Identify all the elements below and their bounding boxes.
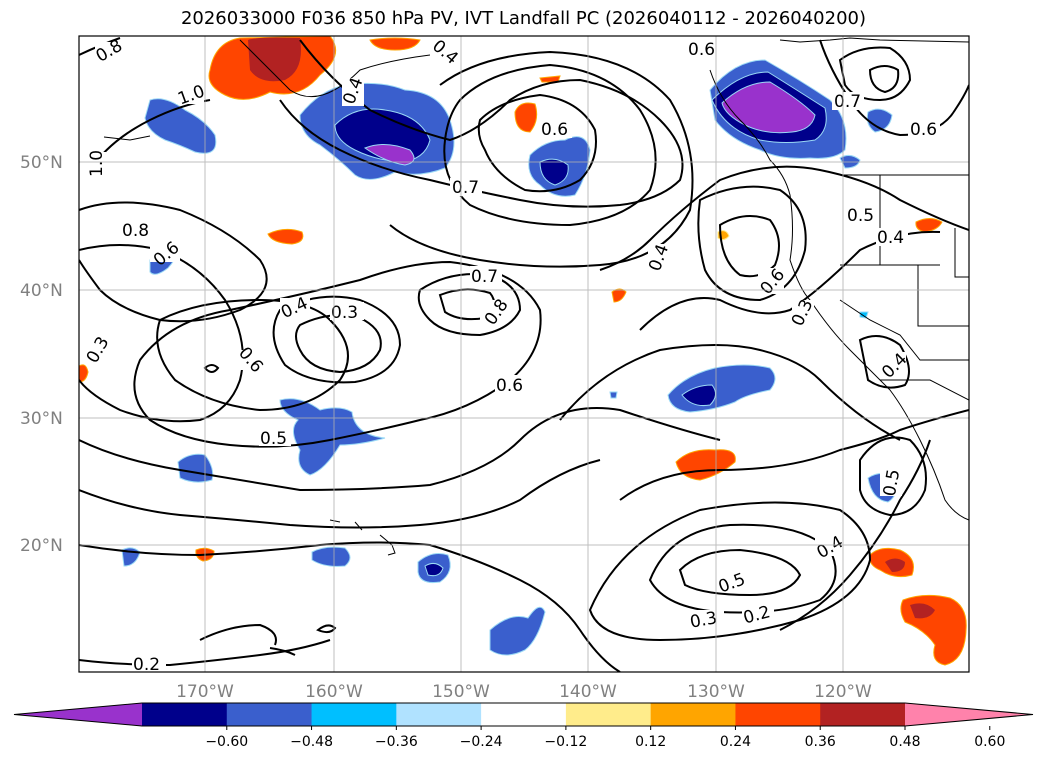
lon-label: 160°W [305, 682, 363, 702]
contour-label: 0.5 [847, 206, 874, 226]
pv-contours [79, 37, 969, 672]
map-border [78, 35, 970, 673]
contour-label: 0.6 [910, 120, 937, 140]
lon-label: 120°W [814, 682, 872, 702]
contour-labels: 0.8 1.0 1.0 0.8 0.6 0.3 0.4 0.3 0.6 0.5 … [83, 36, 940, 675]
lon-label: 140°W [559, 682, 617, 702]
contour-label: 1.0 [87, 150, 107, 177]
colorbar-outline [13, 702, 1034, 727]
colorbar-tick-label: −0.48 [290, 734, 333, 750]
lon-label: 170°W [176, 682, 234, 702]
colorbar-tick-label: 0.48 [889, 734, 920, 750]
colorbar-segment [565, 703, 652, 726]
colorbar-segment [481, 703, 567, 726]
lat-label: 20°N [20, 536, 63, 556]
colorbar-tick-label: −0.24 [460, 734, 503, 750]
contour-label: 0.7 [834, 92, 861, 112]
colorbar-tick-label: −0.36 [375, 734, 418, 750]
colorbar-tick-label: 0.24 [720, 734, 751, 750]
latitude-labels: 50°N 40°N 30°N 20°N [20, 153, 63, 556]
colorbar-tick-label: 0.60 [974, 734, 1005, 750]
contour-label: 0.5 [880, 468, 904, 498]
gridlines [79, 36, 969, 672]
colorbar-extend-min [14, 703, 142, 726]
colorbar-segment [820, 703, 906, 726]
contour-label: 0.8 [122, 221, 149, 241]
longitude-labels: 170°W 160°W 150°W 140°W 130°W 120°W [176, 682, 872, 702]
colorbar-segment [226, 703, 313, 726]
colorbar-segment [396, 703, 482, 726]
plot-title: 2026033000 F036 850 hPa PV, IVT Landfall… [180, 8, 867, 29]
colorbar-tick-label: 0.12 [635, 734, 666, 750]
colorbar-segment [142, 703, 228, 726]
colorbar-segment [311, 703, 397, 726]
lon-label: 130°W [687, 682, 745, 702]
contour-label: 0.6 [688, 40, 715, 60]
contour-label: 0.6 [541, 120, 568, 140]
colorbar-tick-label: −0.12 [544, 734, 587, 750]
lat-label: 30°N [20, 409, 63, 429]
contour-label: 0.4 [877, 228, 904, 248]
contour-label: 0.3 [331, 303, 358, 323]
contour-label: 0.5 [260, 429, 287, 449]
contour-label: 0.2 [133, 655, 160, 675]
lat-label: 40°N [20, 281, 63, 301]
contour-label: 0.7 [452, 178, 479, 198]
colorbar-segment [650, 703, 736, 726]
colorbar-extend-max [905, 703, 1033, 726]
lon-label: 150°W [432, 682, 490, 702]
contour-label: 0.7 [471, 267, 498, 287]
colorbar-tick-label: 0.36 [805, 734, 836, 750]
colorbar-tick-label: −0.60 [205, 734, 248, 750]
contour-label: 0.3 [689, 608, 719, 632]
colorbar-segment [735, 703, 821, 726]
lat-label: 50°N [20, 153, 63, 173]
shaded-anomalies [79, 36, 967, 666]
colorbar: −0.60 −0.48 −0.36 −0.24 −0.12 0.12 0.24 0.36 0.4… [13, 702, 1034, 750]
contour-label: 0.6 [496, 376, 523, 396]
